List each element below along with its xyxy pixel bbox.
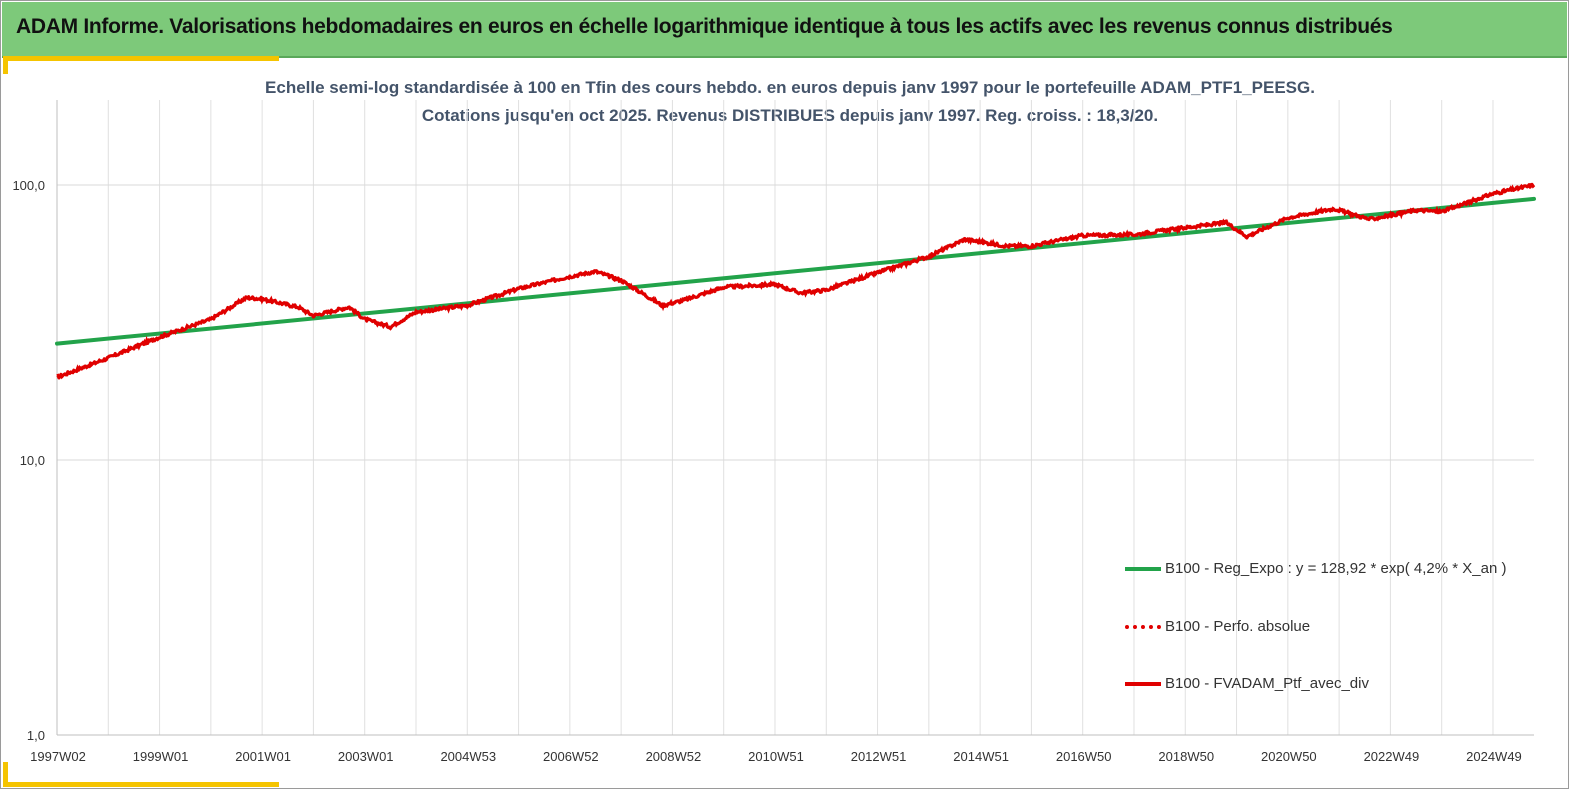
accent-bar-left [3,56,8,74]
series-line-portfolio [56,182,1536,380]
series-line-regression [55,196,1536,346]
legend-item-perfo-absolue: B100 - Perfo. absolue [1125,618,1310,635]
accent-bar-bottom-left [3,762,8,787]
x-tick-label: 2008W52 [646,749,702,764]
banner-title: ADAM Informe. Valorisations hebdomadaire… [16,15,1393,38]
accent-bar-top [3,56,279,61]
x-tick-label: 2014W51 [953,749,1009,764]
chart-subtitle: Cotations jusqu'en oct 2025. Revenus DIS… [421,106,1159,125]
x-tick-label: 2020W50 [1261,749,1317,764]
x-tick-label: 2006W52 [543,749,599,764]
title-banner: ADAM Informe. Valorisations hebdomadaire… [2,2,1567,58]
series-lines [55,181,1536,381]
x-tick-label: 2024W49 [1466,749,1522,764]
y-tick-label: 1,0 [27,728,45,743]
x-tick-label: 2022W49 [1364,749,1420,764]
tick-labels: 1,0 10,0 100,0 1997W02 1999W01 2001W01 2003W01… [12,178,1521,764]
chart-title: Echelle semi-log standardisée à 100 en T… [265,78,1315,97]
legend-label-perfo-absolue: B100 - Perfo. absolue [1165,618,1311,635]
grid-lines [56,100,1534,736]
y-tick-label: 10,0 [20,453,45,468]
y-tick-label: 100,0 [12,178,45,193]
x-tick-label: 2004W53 [440,749,496,764]
x-tick-label: 2012W51 [851,749,907,764]
x-tick-label: 2016W50 [1056,749,1112,764]
x-tick-label: 2001W01 [235,749,291,764]
x-tick-label: 1999W01 [133,749,189,764]
legend-swatch-portfolio [1125,682,1161,687]
legend-swatch-perfo-absolue [1125,625,1161,630]
legend-item-regression: B100 - Reg_Expo : y = 128,92 * exp( 4,2%… [1125,560,1506,577]
x-tick-label: 1997W02 [30,749,86,764]
x-tick-label: 2018W50 [1158,749,1214,764]
legend-swatch-regression [1125,567,1161,572]
legend-item-portfolio: B100 - FVADAM_Ptf_avec_div [1125,675,1369,692]
x-tick-label: 2010W51 [748,749,804,764]
legend-label-portfolio: B100 - FVADAM_Ptf_avec_div [1165,675,1369,692]
x-tick-label: 2003W01 [338,749,394,764]
legend-label-regression: B100 - Reg_Expo : y = 128,92 * exp( 4,2%… [1165,560,1507,577]
accent-bar-bottom [3,782,279,787]
